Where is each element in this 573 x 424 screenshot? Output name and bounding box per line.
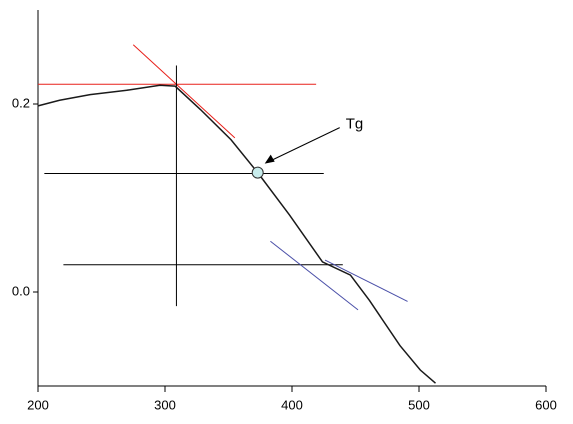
data-line [37, 84, 437, 384]
x-tick-label: 200 [27, 397, 49, 412]
x-tick-label: 500 [408, 397, 430, 412]
x-tick-label: 600 [535, 397, 557, 412]
tg-marker [251, 166, 264, 179]
x-tick-label: 400 [281, 397, 303, 412]
annotation-label: Tg [346, 116, 364, 133]
y-tick-label: 0.0 [12, 283, 30, 298]
reference-line [270, 240, 359, 311]
annotation-arrow [266, 127, 340, 164]
y-tick-label: 0.2 [12, 95, 30, 110]
reference-line [324, 259, 408, 302]
x-tick-label: 300 [154, 397, 176, 412]
arrow-head [264, 154, 275, 164]
reference-line [132, 44, 236, 139]
